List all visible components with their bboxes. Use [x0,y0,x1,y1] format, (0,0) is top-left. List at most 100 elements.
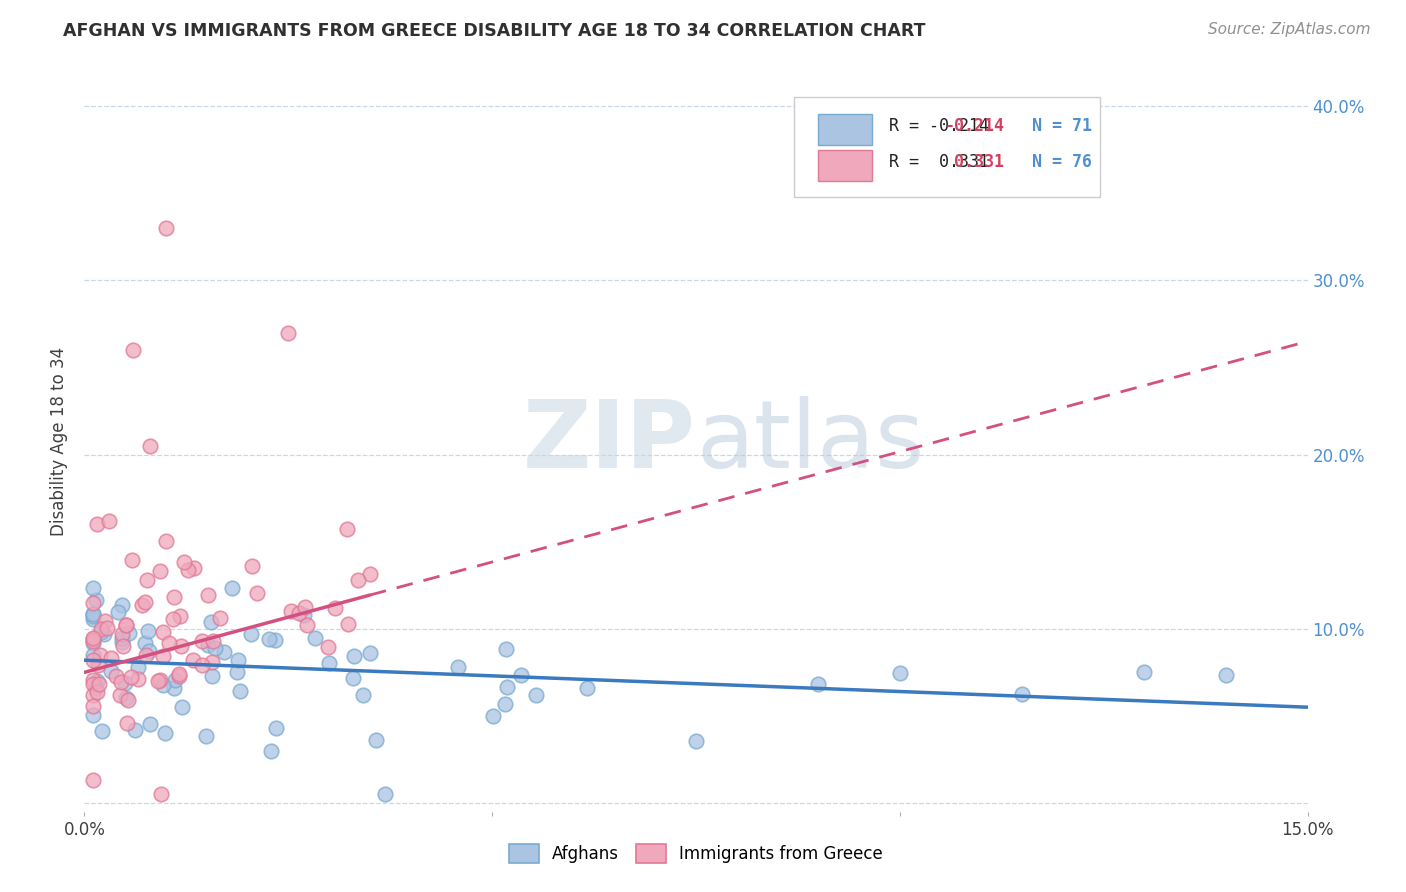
Point [343,649,366,664]
Point [294,599,316,614]
Point [167,667,190,681]
Point [82,581,104,595]
Point [82,596,104,610]
Point [94,614,117,628]
Point [82,634,104,648]
Point [114,691,136,706]
Point [226,653,249,667]
Point [86,684,108,698]
Point [576,681,599,696]
Text: N = 76: N = 76 [1032,153,1092,170]
Point [82,699,104,714]
Text: ZIP: ZIP [523,395,696,488]
Text: AFGHAN VS IMMIGRANTS FROM GREECE DISABILITY AGE 18 TO 34 CORRELATION CHART: AFGHAN VS IMMIGRANTS FROM GREECE DISABIL… [63,22,925,40]
Point [117,692,139,706]
Point [352,688,374,702]
Point [318,657,340,671]
Point [121,553,143,567]
Point [82,688,104,702]
Point [173,555,195,569]
Point [87,677,110,691]
Point [153,726,176,740]
Point [280,604,302,618]
Text: Source: ZipAtlas.com: Source: ZipAtlas.com [1208,22,1371,37]
Point [82,673,104,687]
Point [197,588,219,602]
Point [82,707,104,722]
Point [264,721,287,735]
Point [146,673,169,688]
Point [183,652,205,666]
Point [323,601,346,615]
Point [138,439,160,453]
Point [162,590,184,604]
Point [337,616,360,631]
Point [335,522,357,536]
Point [163,673,186,687]
Point [105,669,128,683]
Point [124,723,146,738]
Point [91,724,114,739]
Text: -0.214: -0.214 [945,117,1004,136]
Point [524,688,547,702]
Point [685,733,707,747]
Point [86,516,108,531]
Point [82,612,104,626]
Point [257,632,280,646]
Point [229,684,252,698]
Point [364,733,387,747]
Point [200,615,222,629]
Point [90,623,112,637]
Point [155,221,177,235]
Point [287,606,309,620]
Point [90,625,112,640]
Point [122,343,145,357]
Point [84,681,107,695]
Point [447,660,470,674]
Point [86,673,108,688]
Point [118,625,141,640]
Point [246,586,269,600]
Point [149,787,172,801]
Text: R = -0.214: R = -0.214 [889,117,990,136]
FancyBboxPatch shape [794,97,1099,197]
Point [259,743,281,757]
Point [131,598,153,612]
Point [342,671,364,685]
Point [100,664,122,678]
Point [82,632,104,646]
Point [111,632,134,646]
Point [134,636,156,650]
Point [138,644,160,658]
Point [82,772,104,787]
Point [93,627,115,641]
Point [152,625,174,640]
Point [197,638,219,652]
Point [111,640,134,654]
Point [82,677,104,691]
Point [107,605,129,619]
Text: R =  0.331: R = 0.331 [889,153,990,170]
Point [495,641,517,656]
Point [212,645,235,659]
Point [240,558,263,573]
Point [297,618,319,632]
Point [183,561,205,575]
Point [111,626,134,640]
Point [120,670,142,684]
Point [82,648,104,663]
Point [201,655,224,669]
Point [127,672,149,686]
Point [110,675,132,690]
Point [177,563,200,577]
Point [89,648,111,663]
Point [149,565,172,579]
FancyBboxPatch shape [818,150,872,181]
Point [208,611,231,625]
Point [127,659,149,673]
Point [292,607,315,622]
Point [115,716,138,731]
Point [495,697,517,711]
Point [149,673,172,688]
Point [169,609,191,624]
